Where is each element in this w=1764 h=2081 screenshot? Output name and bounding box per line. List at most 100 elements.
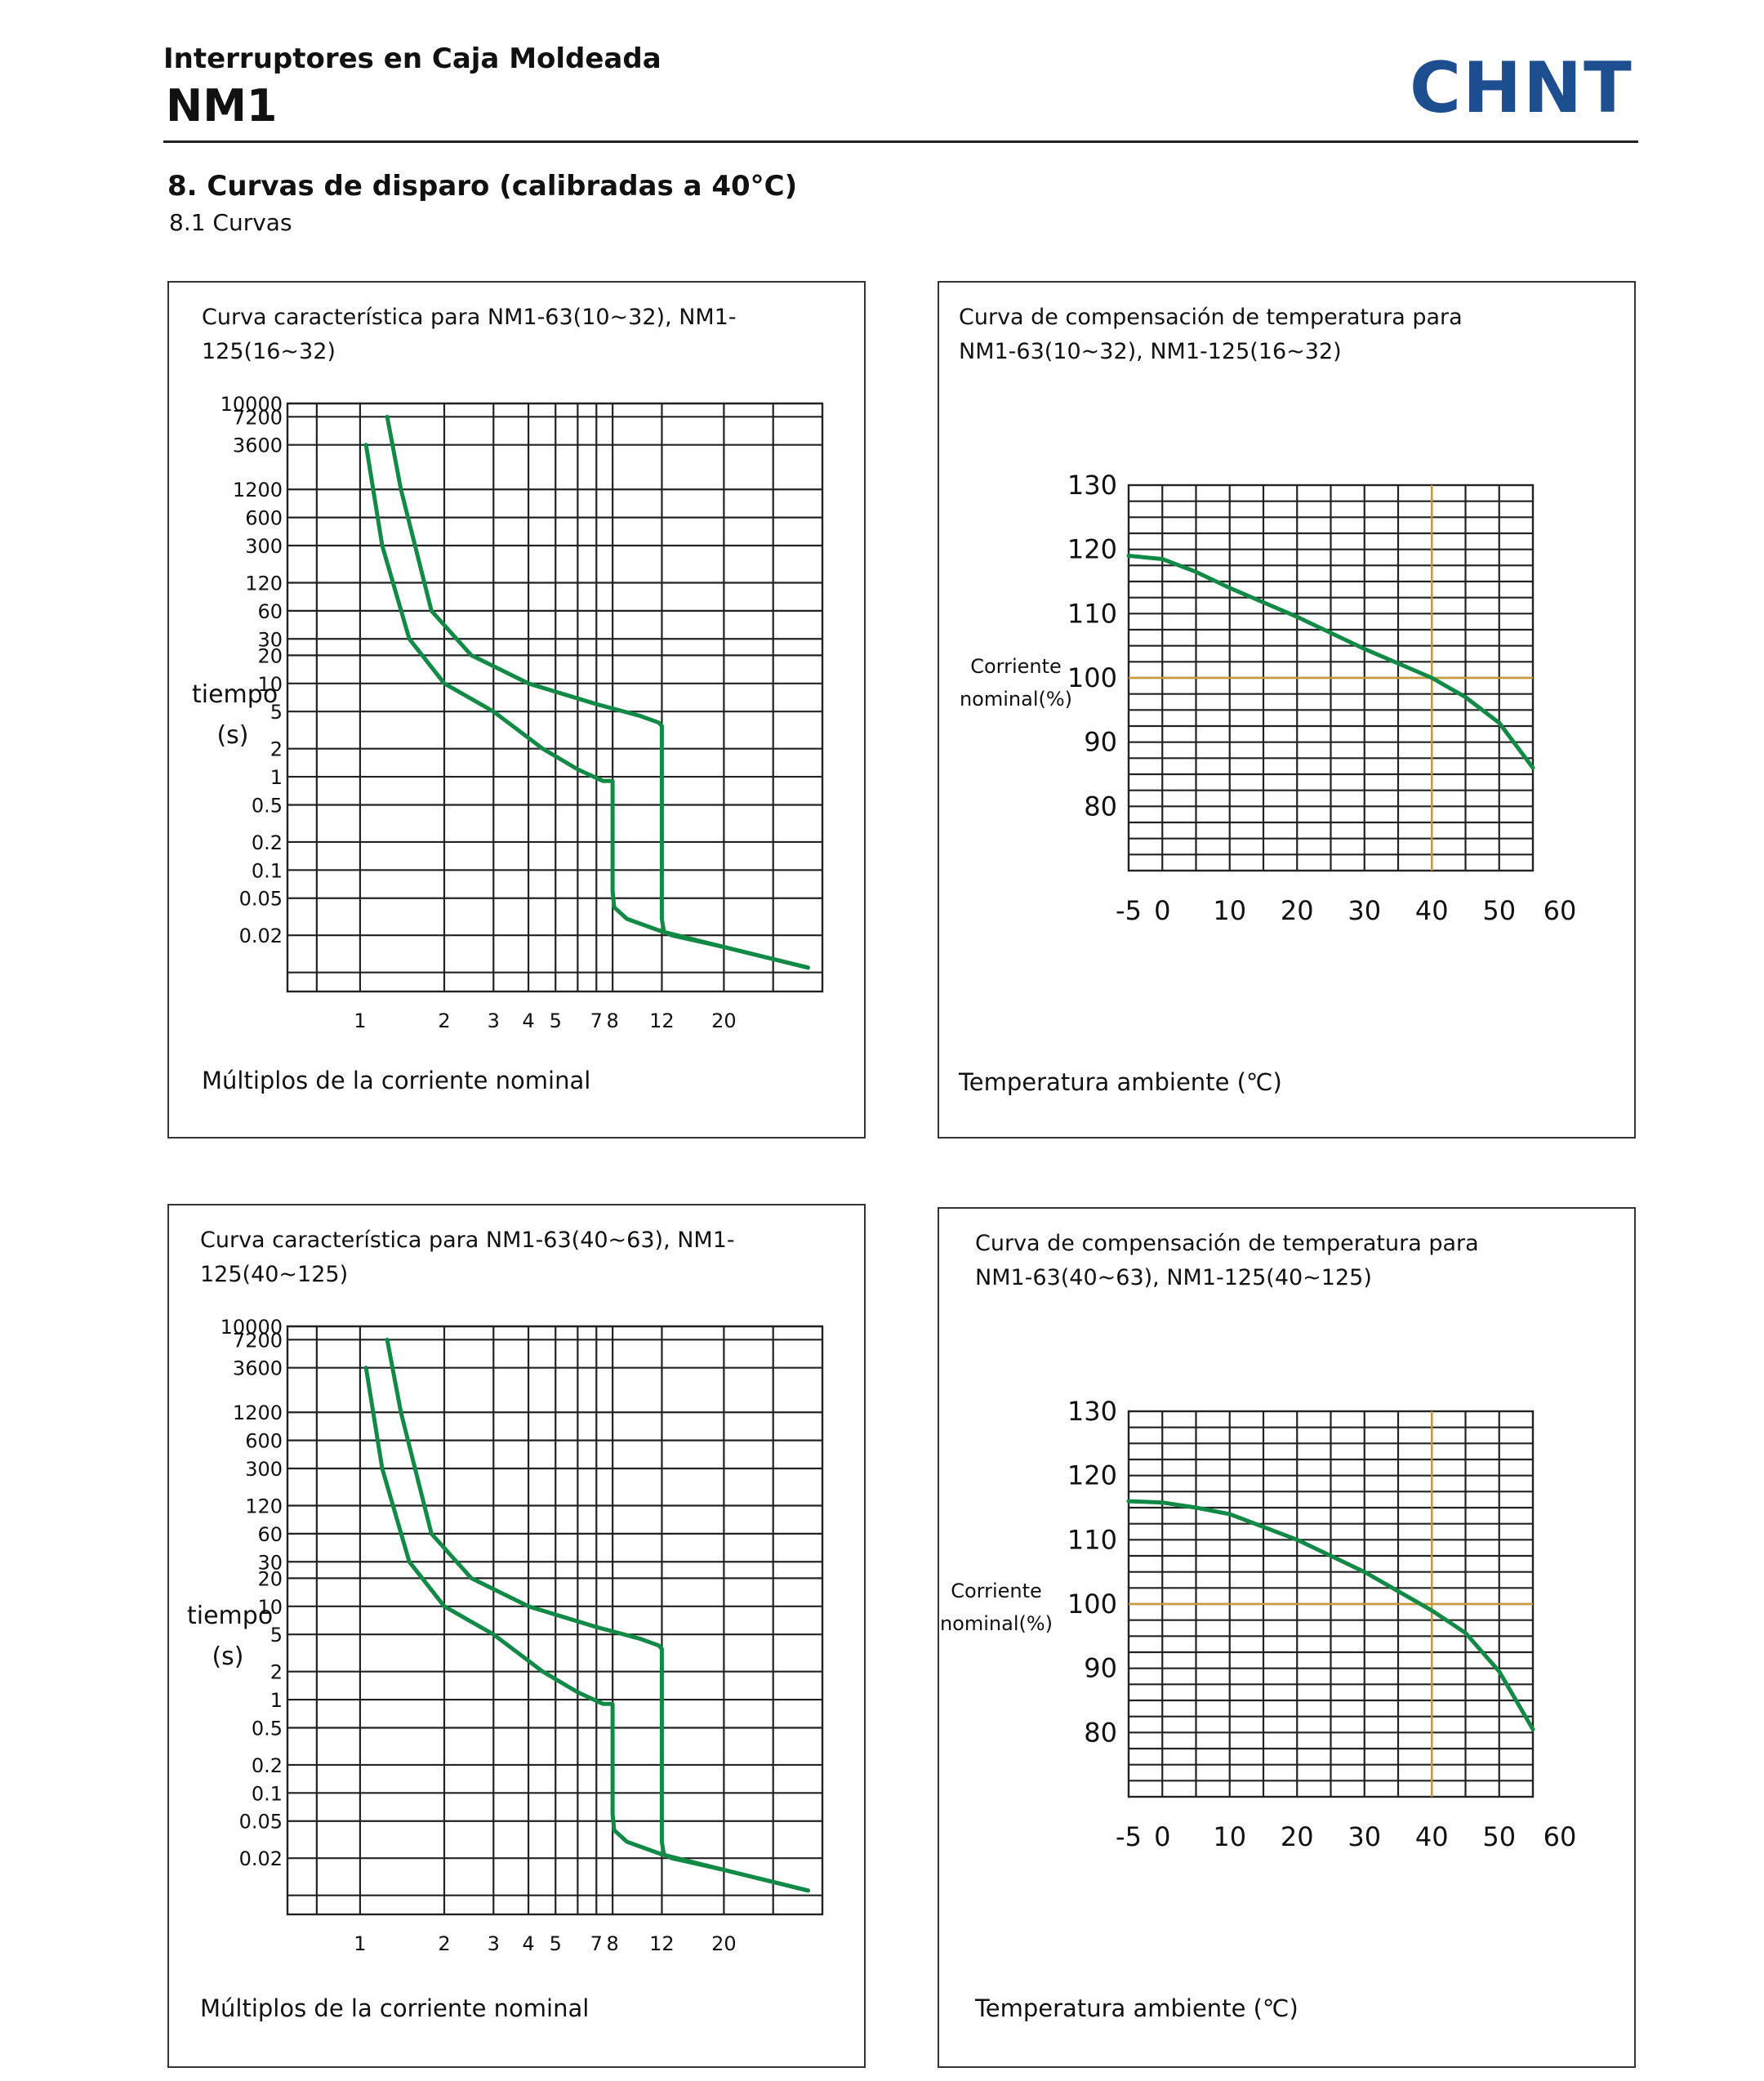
y-tick-label: 3600 [233, 434, 283, 457]
x-tick-label: 0 [1154, 895, 1170, 926]
x-tick-label: 4 [522, 1009, 534, 1032]
y-tick-label: 300 [245, 1458, 283, 1481]
x-tick-label: 50 [1482, 1821, 1516, 1852]
panel-trip-curve-1: Curva característica para NM1-63(10~32),… [167, 281, 866, 1139]
section-subtitle: 8.1 Curvas [169, 209, 292, 236]
x-axis-caption: Temperatura ambiente (℃) [959, 1068, 1282, 1096]
x-tick-label: 2 [438, 1932, 450, 1955]
compensation-curve-line [1126, 1499, 1535, 1731]
x-tick-label: 5 [550, 1932, 562, 1955]
x-tick-label: 1 [354, 1932, 366, 1955]
y-tick-label: 120 [1067, 1460, 1117, 1491]
y-tick-label: 90 [1084, 727, 1117, 758]
document-subtitle: Interruptores en Caja Moldeada [163, 42, 662, 75]
y-tick-label: 60 [257, 1523, 283, 1546]
x-tick-label: 7 [590, 1932, 603, 1955]
y-tick-label: 20 [257, 1567, 283, 1590]
y-tick-label: 600 [245, 507, 283, 530]
x-tick-label: 40 [1415, 1821, 1449, 1852]
panel-temp-curve-1: Curva de compensación de temperatura par… [938, 281, 1636, 1139]
y-tick-label: 7200 [233, 1329, 283, 1352]
x-tick-label: 20 [1281, 895, 1314, 926]
x-tick-label: 20 [711, 1009, 737, 1032]
y-axis-label-line: (s) [212, 1642, 244, 1671]
x-tick-label: 20 [711, 1932, 737, 1955]
y-axis-label-line: Corriente [970, 655, 1062, 678]
x-tick-label: -5 [1116, 895, 1142, 926]
section-title: 8. Curvas de disparo (calibradas a 40°C) [167, 170, 798, 203]
y-tick-label: 10 [257, 1596, 283, 1619]
x-tick-label: 4 [522, 1932, 534, 1955]
y-tick-label: 110 [1067, 1524, 1117, 1555]
y-tick-label: 300 [245, 535, 283, 558]
x-tick-label: 10 [1213, 895, 1246, 926]
y-tick-label: 100 [1067, 662, 1117, 693]
panel-temp-curve-2: Curva de compensación de temperatura par… [938, 1207, 1636, 2068]
chart-grid [286, 1325, 824, 1916]
temperature-curve-chart: 130 120 110 100 90 80 -5 0 10 20 30 40 50 60 [1067, 1396, 1577, 1852]
y-axis-label-line: nominal(%) [959, 688, 1073, 711]
y-tick-label: 0.2 [252, 1754, 283, 1777]
y-tick-label: 7200 [233, 406, 283, 429]
chart-title: Curva característica para NM1-63(40~63),… [200, 1223, 864, 1292]
chart-title-line: Curva de compensación de temperatura par… [959, 305, 1463, 330]
x-tick-label: 0 [1154, 1821, 1170, 1852]
y-tick-label: 1200 [233, 1401, 283, 1424]
compensation-curve-line [1126, 554, 1535, 770]
x-tick-label: 3 [488, 1932, 500, 1955]
x-tick-label: 50 [1482, 895, 1516, 926]
x-tick-label: 3 [488, 1009, 500, 1032]
y-axis-label-line: nominal(%) [939, 1612, 1054, 1635]
y-tick-label: 0.1 [252, 1782, 283, 1805]
y-tick-label: 1 [270, 766, 283, 789]
y-tick-label: 130 [1067, 1396, 1117, 1427]
header-divider [163, 140, 1638, 143]
y-tick-label: 20 [257, 644, 283, 667]
trip-curve-line [363, 443, 810, 970]
y-tick-label: 0.02 [239, 1847, 283, 1870]
y-axis-label-line: tiempo [187, 1602, 274, 1630]
y-axis-label: Corriente nominal(%) [939, 1575, 1054, 1640]
y-tick-label: 600 [245, 1430, 283, 1453]
chart-title: Curva de compensación de temperatura par… [975, 1227, 1479, 1295]
chart-title-line: Curva característica para NM1-63(40~63),… [200, 1228, 735, 1287]
y-tick-label: 130 [1067, 470, 1117, 501]
x-tick-label: 60 [1544, 1821, 1577, 1852]
chart-title-line: NM1-63(10~32), NM1-125(16~32) [959, 339, 1342, 364]
y-tick-label: 0.5 [252, 794, 283, 817]
chart-title-line: Curva característica para NM1-63(10~32),… [202, 305, 737, 364]
x-tick-label: 8 [607, 1009, 619, 1032]
y-tick-label: 90 [1084, 1653, 1117, 1684]
x-tick-label: 5 [550, 1009, 562, 1032]
y-tick-label: 80 [1084, 791, 1117, 822]
y-axis-label: Corriente nominal(%) [959, 650, 1073, 715]
y-tick-label: 10000 [220, 1316, 283, 1339]
y-tick-label: 5 [270, 701, 283, 724]
x-tick-label: 20 [1281, 1821, 1314, 1852]
y-tick-label: 120 [1067, 534, 1117, 565]
chart-grid [286, 402, 824, 993]
x-tick-label: -5 [1116, 1821, 1142, 1852]
y-tick-label: 0.1 [252, 859, 283, 882]
chart-title-line: Curva de compensación de temperatura par… [975, 1231, 1479, 1256]
y-tick-label: 120 [245, 1495, 283, 1517]
trip-curve-line [363, 1366, 810, 1893]
y-tick-label: 0.05 [239, 888, 283, 911]
x-axis-caption: Múltiplos de la corriente nominal [202, 1067, 591, 1094]
y-tick-label: 0.05 [239, 1811, 283, 1834]
x-axis-caption: Múltiplos de la corriente nominal [200, 1994, 590, 2022]
x-tick-label: 12 [649, 1932, 675, 1955]
chart-title-line: NM1-63(40~63), NM1-125(40~125) [975, 1265, 1372, 1290]
y-axis-label: tiempo (s) [187, 1596, 274, 1678]
y-axis-label: tiempo (s) [192, 675, 278, 756]
y-tick-label: 2 [270, 738, 283, 761]
y-axis-label-line: tiempo [192, 680, 278, 709]
trip-curve-chart: 10000720036001200600300120603020105210.5… [220, 1316, 824, 1955]
x-tick-label: 8 [607, 1932, 619, 1955]
x-tick-label: 1 [354, 1009, 366, 1032]
x-tick-label: 30 [1348, 895, 1381, 926]
y-tick-label: 3600 [233, 1357, 283, 1380]
y-axis-label-line: Corriente [951, 1580, 1042, 1602]
trip-curve-line [385, 414, 810, 970]
x-tick-label: 60 [1544, 895, 1577, 926]
